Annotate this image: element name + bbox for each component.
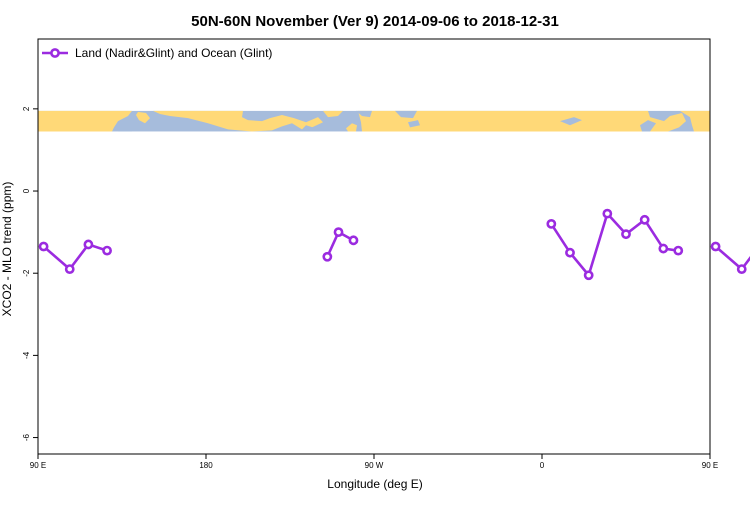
map-landmass	[680, 110, 710, 132]
data-point	[333, 227, 344, 238]
y-axis-label: XCO2 - MLO trend (ppm)	[0, 182, 14, 317]
axis-ticks: 90 E 180 90 W 0 90 E 2 0 -2 -4 -6	[22, 106, 718, 470]
x-tick-label: 90 E	[30, 461, 46, 470]
data-point	[602, 208, 613, 219]
map-water-body	[118, 118, 134, 132]
map-water-body	[560, 117, 582, 126]
map-water-body	[300, 125, 320, 132]
data-point	[546, 219, 557, 229]
chart-title: 50N-60N November (Ver 9) 2014-09-06 to 2…	[191, 13, 559, 30]
data-point	[102, 245, 112, 256]
legend-label: Land (Nadir&Glint) and Ocean (Glint)	[75, 46, 272, 60]
map-water-body	[408, 120, 420, 128]
legend-marker-swatch	[50, 48, 60, 58]
data-point	[322, 251, 333, 262]
y-tick-label: -6	[22, 433, 31, 441]
x-tick-label: 0	[540, 461, 545, 470]
plot-frame	[37, 38, 711, 455]
data-point	[583, 270, 594, 281]
data-point	[38, 241, 49, 252]
map-water-body	[395, 110, 417, 119]
map-landmass	[153, 110, 323, 132]
data-point	[565, 247, 575, 258]
data-point	[736, 264, 747, 274]
chart-marks	[38, 208, 750, 281]
data-point	[621, 229, 631, 240]
world-map-band	[38, 110, 710, 132]
series-line-segment	[42, 243, 109, 271]
x-tick-label: 90 E	[702, 461, 718, 470]
y-tick-label: 0	[22, 188, 31, 193]
data-point	[639, 214, 650, 225]
series-line-segment	[550, 212, 680, 277]
series-line-segment	[714, 245, 750, 271]
data-point	[658, 243, 669, 254]
map-landmass	[346, 123, 357, 132]
y-tick-label: -2	[22, 269, 31, 277]
y-tick-label: 2	[22, 106, 31, 111]
legend: Land (Nadir&Glint) and Ocean (Glint)	[42, 46, 272, 60]
map-landmass	[323, 110, 343, 118]
data-point	[673, 245, 684, 256]
y-tick-label: -4	[22, 351, 31, 359]
x-axis-label: Longitude (deg E)	[327, 477, 422, 491]
data-point	[83, 239, 94, 250]
map-landmass	[136, 111, 150, 124]
x-tick-label: 180	[199, 461, 213, 470]
map-water-body	[356, 110, 372, 118]
data-point	[64, 264, 75, 274]
data-point	[348, 235, 359, 246]
x-tick-label: 90 W	[365, 461, 384, 470]
map-water-body	[640, 120, 656, 132]
map-landmass	[358, 110, 686, 132]
data-point	[710, 241, 721, 252]
map-landmass	[38, 110, 132, 132]
